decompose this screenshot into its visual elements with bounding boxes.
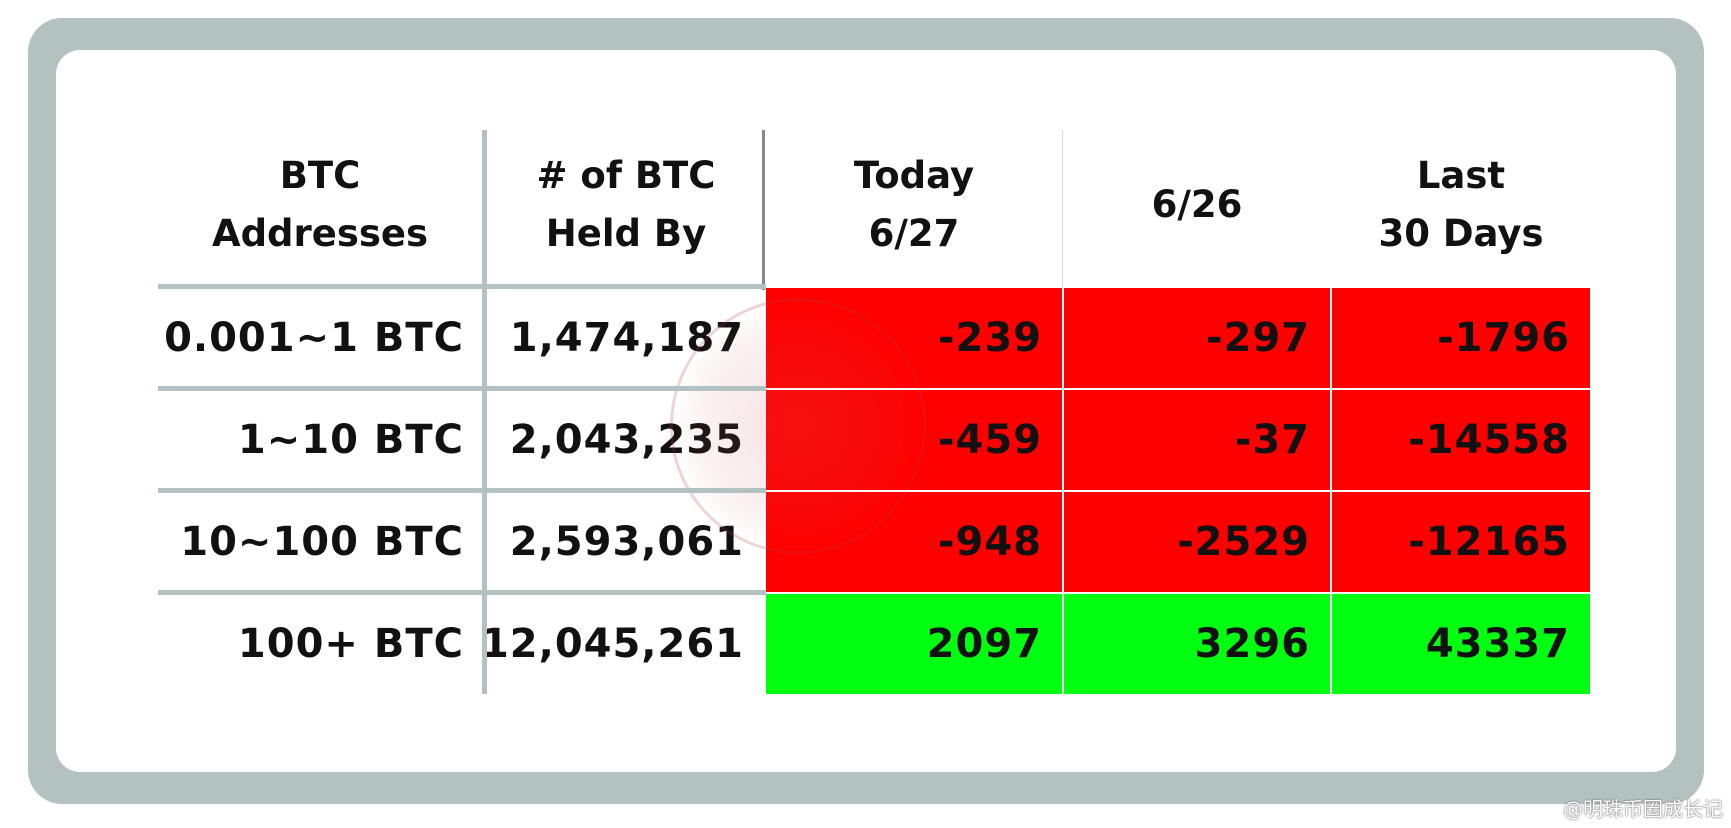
header-btc-addresses: BTC Addresses <box>211 154 429 255</box>
today-change-cell: -948 <box>766 492 1062 592</box>
held-by-value: 12,045,261 <box>480 621 744 667</box>
table-row-label: 0.001~1 BTC <box>164 315 464 361</box>
divider-horizontal <box>158 488 766 493</box>
divider-horizontal <box>158 386 766 391</box>
last-30-days-change-cell: -1796 <box>1332 288 1590 388</box>
held-by-value: 2,593,061 <box>509 519 744 565</box>
divider-horizontal <box>158 590 766 595</box>
held-by-value: 2,043,235 <box>509 417 744 463</box>
table-row-label: 10~100 BTC <box>180 519 464 565</box>
today-change-cell: -459 <box>766 390 1062 490</box>
table-row-label: 1~10 BTC <box>237 417 464 463</box>
cell-gridline <box>766 388 1590 390</box>
header-held-by: # of BTC Held By <box>536 154 716 255</box>
watermark-text: @明珠币圈成长记 <box>1563 797 1723 821</box>
last-30-days-change-cell: 43337 <box>1332 594 1590 694</box>
today-change-cell: -239 <box>766 288 1062 388</box>
cell-gridline <box>766 490 1590 492</box>
prev-day-change-cell: -297 <box>1064 288 1330 388</box>
divider-horizontal <box>158 284 766 289</box>
divider-vertical <box>1062 130 1063 290</box>
header-prev-day: 6/26 <box>1151 183 1243 226</box>
last-30-days-change-cell: -12165 <box>1332 492 1590 592</box>
prev-day-change-cell: 3296 <box>1064 594 1330 694</box>
divider-vertical <box>482 130 487 694</box>
prev-day-change-cell: -2529 <box>1064 492 1330 592</box>
divider-vertical <box>762 130 765 290</box>
header-today: Today 6/27 <box>853 154 975 255</box>
table-row-label: 100+ BTC <box>237 621 464 667</box>
held-by-value: 1,474,187 <box>509 315 744 361</box>
prev-day-change-cell: -37 <box>1064 390 1330 490</box>
today-change-cell: 2097 <box>766 594 1062 694</box>
header-last-30-days: Last 30 Days <box>1378 154 1544 255</box>
cell-gridline <box>766 592 1590 594</box>
last-30-days-change-cell: -14558 <box>1332 390 1590 490</box>
